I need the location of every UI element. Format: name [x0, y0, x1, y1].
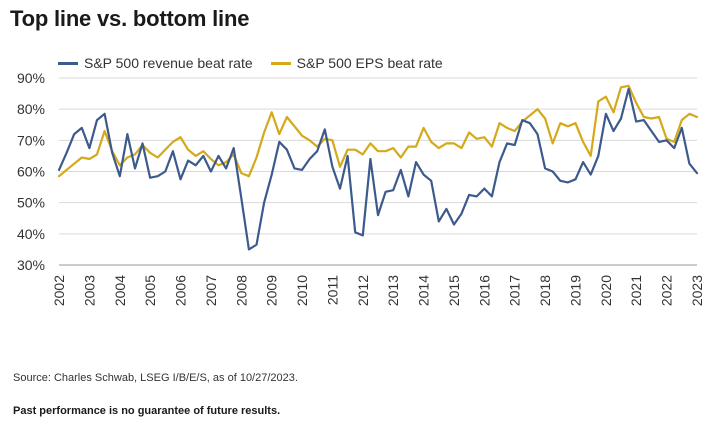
y-tick-label-4: 70% — [17, 132, 45, 148]
x-tick-label-13: 2015 — [446, 275, 462, 306]
y-tick-label-3: 60% — [17, 164, 45, 180]
x-tick-label-20: 2022 — [659, 275, 675, 306]
x-tick-label-12: 2014 — [416, 275, 432, 306]
x-tick-label-15: 2017 — [507, 275, 523, 306]
series-line-1 — [57, 84, 699, 178]
x-tick-label-3: 2005 — [142, 275, 158, 306]
x-tick-label-11: 2013 — [385, 275, 401, 306]
x-tick-label-17: 2019 — [567, 275, 583, 306]
y-tick-label-1: 40% — [17, 226, 45, 242]
legend-label-eps: S&P 500 EPS beat rate — [296, 55, 443, 71]
legend-swatch-revenue — [58, 61, 78, 65]
x-tick-label-21: 2023 — [689, 275, 705, 306]
x-tick-label-5: 2007 — [203, 275, 219, 306]
x-tick-label-10: 2012 — [355, 275, 371, 306]
legend-label-revenue: S&P 500 revenue beat rate — [84, 55, 253, 71]
source-note: Source: Charles Schwab, LSEG I/B/E/S, as… — [13, 372, 298, 384]
x-tick-label-8: 2010 — [294, 275, 310, 306]
x-tick-label-6: 2008 — [233, 275, 249, 306]
x-tick-label-18: 2020 — [598, 275, 614, 306]
y-tick-label-0: 30% — [17, 257, 45, 273]
x-tick-label-4: 2006 — [173, 275, 189, 306]
y-tick-label-6: 90% — [17, 70, 45, 86]
series-line-0 — [57, 87, 699, 251]
chart-title: Top line vs. bottom line — [10, 6, 250, 31]
y-tick-label-5: 80% — [17, 101, 45, 117]
chart-legend: S&P 500 revenue beat rate S&P 500 EPS be… — [58, 55, 461, 71]
legend-item-revenue: S&P 500 revenue beat rate — [58, 55, 253, 71]
y-tick-label-2: 50% — [17, 195, 45, 211]
x-tick-label-16: 2018 — [537, 275, 553, 306]
x-tick-label-9: 2011 — [324, 275, 340, 305]
x-tick-label-0: 2002 — [51, 275, 67, 306]
x-tick-label-1: 2003 — [81, 275, 97, 306]
x-tick-label-2: 2004 — [112, 275, 128, 306]
x-tick-label-19: 2021 — [628, 275, 644, 306]
legend-item-eps: S&P 500 EPS beat rate — [270, 55, 443, 71]
x-tick-label-14: 2016 — [476, 275, 492, 306]
legend-swatch-eps — [270, 61, 291, 65]
x-tick-label-7: 2009 — [264, 275, 280, 306]
disclaimer-note: Past performance is no guarantee of futu… — [13, 405, 281, 417]
